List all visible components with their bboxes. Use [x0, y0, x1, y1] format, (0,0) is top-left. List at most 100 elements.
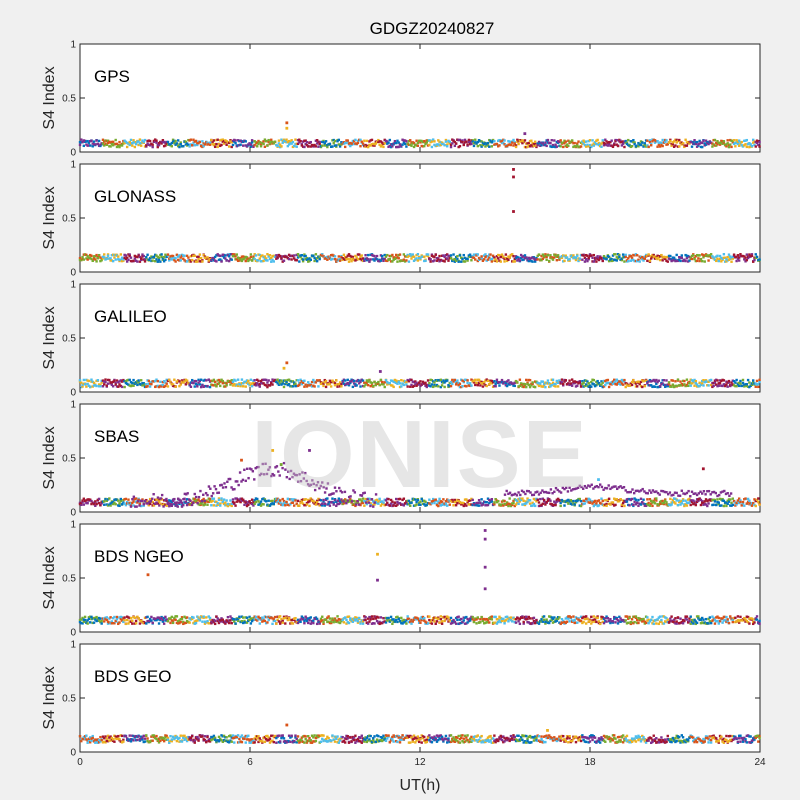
panel-gps-point	[429, 139, 432, 142]
panel-galileo-point	[386, 383, 389, 386]
panel-sbas-point	[503, 499, 506, 503]
panel-gps-point	[582, 142, 585, 145]
panel-gps-point	[262, 140, 265, 143]
panel-galileo-point	[433, 381, 436, 384]
panel-bds-ngeo-point	[219, 618, 222, 622]
panel-galileo-point	[247, 382, 250, 385]
panel-sbas-point	[652, 500, 655, 504]
panel-galileo-point	[113, 379, 116, 383]
panel-sbas-point	[466, 501, 469, 504]
panel-sbas-point	[678, 499, 681, 502]
panel-bds-ngeo-point	[120, 619, 124, 622]
panel-gps-point	[507, 139, 510, 143]
panel-sbas-point	[634, 503, 638, 506]
panel-sbas-point	[739, 500, 742, 504]
panel-sbas-point	[502, 504, 505, 507]
panel-sbas-point	[423, 503, 426, 506]
panel-galileo-point	[148, 385, 152, 388]
panel-sbas-point	[140, 504, 143, 508]
panel-glonass-point	[748, 255, 751, 259]
panel-galileo-point	[572, 382, 575, 385]
panel-glonass-point	[291, 254, 295, 258]
panel-gps-point	[546, 141, 550, 144]
panel-glonass-point	[684, 253, 687, 257]
panel-sbas-point	[374, 499, 377, 502]
panel-sbas-point	[604, 503, 607, 506]
panel-glonass-point	[752, 260, 755, 263]
panel-sbas-point	[612, 485, 615, 488]
panel-gps-point	[178, 143, 181, 146]
panel-galileo-point	[193, 379, 196, 383]
panel-sbas-point	[176, 505, 179, 508]
panel-gps-point	[372, 144, 375, 147]
panel-sbas-point	[277, 498, 281, 502]
panel-galileo-point	[82, 382, 86, 385]
panel-glonass-point	[414, 258, 417, 261]
panel-glonass-point	[127, 253, 130, 256]
panel-sbas-point	[340, 500, 343, 503]
panel-galileo-point	[508, 381, 511, 385]
panel-glonass-point	[420, 254, 423, 257]
panel-glonass-point	[124, 257, 128, 261]
panel-glonass-point	[83, 253, 87, 256]
panel-glonass-point	[482, 258, 486, 261]
panel-sbas-point	[699, 498, 703, 502]
panel-glonass-point	[497, 257, 500, 260]
panel-glonass-point	[101, 255, 105, 259]
panel-sbas-point	[196, 498, 199, 502]
panel-glonass-point	[731, 255, 734, 259]
panel-glonass-point	[500, 255, 504, 258]
panel-gps-point	[551, 145, 555, 148]
panel-sbas-point	[646, 502, 649, 506]
panel-gps-point	[559, 145, 562, 148]
panel-galileo-point	[657, 379, 661, 382]
panel-sbas-point	[254, 497, 258, 500]
panel-sbas-point	[415, 503, 418, 506]
panel-galileo-point	[685, 378, 689, 381]
panel-galileo-point	[257, 379, 260, 383]
panel-sbas-point	[628, 504, 631, 507]
panel-gps-point	[549, 142, 552, 145]
panel-glonass-point	[82, 253, 86, 256]
panel-galileo-point	[596, 382, 599, 386]
panel-gps-point	[157, 144, 161, 147]
panel-glonass-point	[522, 258, 525, 261]
panel-gps-point	[160, 142, 163, 145]
panel-bds-ngeo-point	[203, 622, 207, 625]
panel-glonass-point	[122, 258, 125, 261]
panel-sbas-point	[658, 493, 661, 496]
panel-sbas-point	[488, 501, 491, 505]
panel-galileo-point	[541, 385, 545, 388]
panel-gps-point	[698, 139, 701, 143]
panel-sbas-point	[680, 502, 683, 505]
panel-sbas-point	[517, 491, 520, 494]
panel-gps-point	[387, 141, 390, 144]
panel-sbas-point	[630, 503, 634, 506]
panel-gps-point	[317, 145, 320, 148]
panel-galileo-point	[329, 380, 333, 384]
panel-gps-point	[664, 138, 667, 142]
panel-gps-point	[740, 140, 743, 144]
panel-galileo-point	[254, 384, 258, 387]
panel-glonass-point	[266, 252, 269, 256]
panel-gps-point	[581, 142, 584, 146]
panel-sbas-point	[353, 491, 357, 494]
panel-sbas-point	[312, 482, 315, 486]
panel-gps-point	[374, 140, 377, 143]
panel-gps-point	[284, 139, 287, 143]
panel-gps-point	[726, 139, 729, 142]
panel-sbas-point	[172, 498, 175, 501]
panel-galileo-point	[194, 382, 198, 386]
panel-sbas-point	[665, 490, 668, 494]
panel-galileo-point	[451, 378, 454, 382]
panel-sbas-point	[253, 502, 256, 506]
panel-sbas-point	[299, 501, 302, 505]
panel-sbas-point	[708, 498, 712, 502]
panel-galileo-point	[476, 383, 479, 387]
panel-gps-point	[231, 139, 235, 143]
panel-gps-point	[191, 144, 194, 147]
panel-galileo-point	[670, 379, 673, 382]
panel-gps-point	[476, 140, 479, 144]
panel-glonass-point	[597, 258, 601, 262]
panel-sbas-point	[166, 502, 170, 506]
